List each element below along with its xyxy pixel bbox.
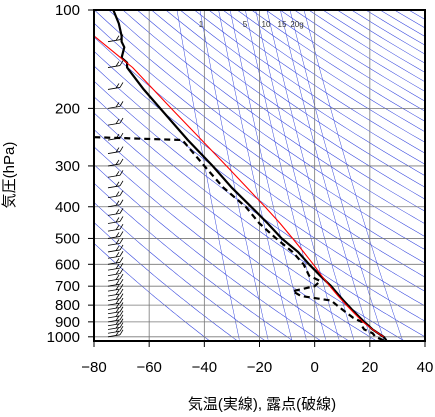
- wind-barb-flag: [120, 289, 123, 294]
- wind-barb-flag: [120, 279, 123, 284]
- wind-barb-staff: [108, 250, 120, 252]
- mixing-ratio-label: 10: [262, 20, 271, 29]
- dry-adiabat: [0, 10, 321, 341]
- wind-barb-flag: [120, 284, 123, 289]
- dry-adiabat: [266, 10, 435, 341]
- tick-label-y: 300: [55, 158, 80, 175]
- mixing-ratio-line: [200, 10, 268, 340]
- mixing-ratio-label: 1: [199, 20, 204, 29]
- wind-barb-staff: [108, 274, 120, 276]
- wind-barb-flag: [120, 251, 123, 256]
- tick-label-y: 500: [55, 230, 80, 247]
- wind-barb-flag: [120, 101, 123, 106]
- wind-barb-flag: [120, 200, 123, 205]
- wind-barb-flag: [120, 238, 123, 243]
- tick-label-y: 800: [55, 297, 80, 314]
- tick-label-x: 40: [417, 359, 434, 376]
- mixing-ratio-line: [177, 10, 239, 340]
- wind-barb-flag: [120, 269, 123, 274]
- mixing-ratio-label: 15: [278, 20, 287, 29]
- x-axis-title: 気温(実線), 露点(破線): [188, 396, 336, 412]
- wind-barb-flag: [120, 298, 123, 303]
- wind-barb-flag: [120, 294, 123, 299]
- tick-label-y: 200: [55, 100, 80, 117]
- wind-barb-staff: [108, 229, 120, 231]
- y-axis-title: 気圧(hPa): [1, 142, 18, 209]
- wind-barb-flag: [120, 216, 123, 221]
- wind-barb-staff: [108, 175, 120, 177]
- mixing-ratio-line: [245, 10, 325, 340]
- dry-adiabat: [0, 10, 210, 341]
- mixing-ratio-line: [267, 10, 354, 340]
- tick-label-x: −80: [81, 359, 106, 376]
- wind-barb-staff: [108, 213, 120, 215]
- dry-adiabat: [394, 10, 435, 341]
- mixing-ratio-line: [304, 10, 402, 340]
- wind-barb-flag: [120, 257, 123, 262]
- tick-label-x: −60: [136, 359, 161, 376]
- tick-label-x: 20: [361, 359, 378, 376]
- mixing-ratio-label: 5: [243, 20, 248, 29]
- dry-adiabat: [409, 10, 435, 341]
- wind-barb-flag: [120, 245, 123, 250]
- dry-adiabat: [123, 10, 435, 341]
- tick-label-y: 600: [55, 256, 80, 273]
- series-layer: [94, 10, 386, 340]
- wind-barb-staff: [108, 268, 120, 270]
- wind-barb-staff: [108, 196, 120, 198]
- dry-adiabat: [166, 10, 435, 341]
- tick-label-x: −20: [247, 359, 272, 376]
- dry-adiabat: [252, 10, 435, 341]
- wind-barb-staff: [108, 256, 120, 258]
- mixing-ratio-label: 20g: [290, 20, 303, 29]
- tick-label-x: −40: [192, 359, 217, 376]
- tick-label-y: 700: [55, 278, 80, 295]
- wind-barb-flag: [120, 191, 123, 196]
- wind-barb-flag: [120, 133, 123, 138]
- tick-label-y: 400: [55, 199, 80, 216]
- wind-barb-staff: [108, 123, 120, 125]
- wind-barbs: [108, 35, 123, 337]
- temperature-line: [113, 10, 386, 340]
- tick-label-y: 1000: [47, 329, 80, 346]
- tick-label-y: 100: [55, 2, 80, 19]
- wind-barb-staff: [108, 152, 120, 154]
- wind-barb-flag: [120, 147, 123, 152]
- dry-adiabat: [152, 10, 435, 341]
- dry-adiabat: [209, 10, 435, 341]
- dry-adiabat: [280, 10, 435, 341]
- wind-barb-flag: [120, 263, 123, 268]
- dry-adiabat: [352, 10, 435, 341]
- wind-barb-flag: [120, 274, 123, 279]
- dry-adiabat: [380, 10, 435, 341]
- wind-barb-flag: [120, 231, 123, 236]
- wind-barb-flag: [120, 208, 123, 213]
- tick-label-x: 0: [310, 359, 318, 376]
- wind-barb-flag: [120, 82, 123, 87]
- wind-barb-staff: [108, 221, 120, 223]
- mixing-ratio-line: [219, 10, 292, 340]
- dry-adiabat: [80, 10, 435, 341]
- wind-barb-flag: [120, 181, 123, 186]
- wind-barb-flag: [120, 159, 123, 164]
